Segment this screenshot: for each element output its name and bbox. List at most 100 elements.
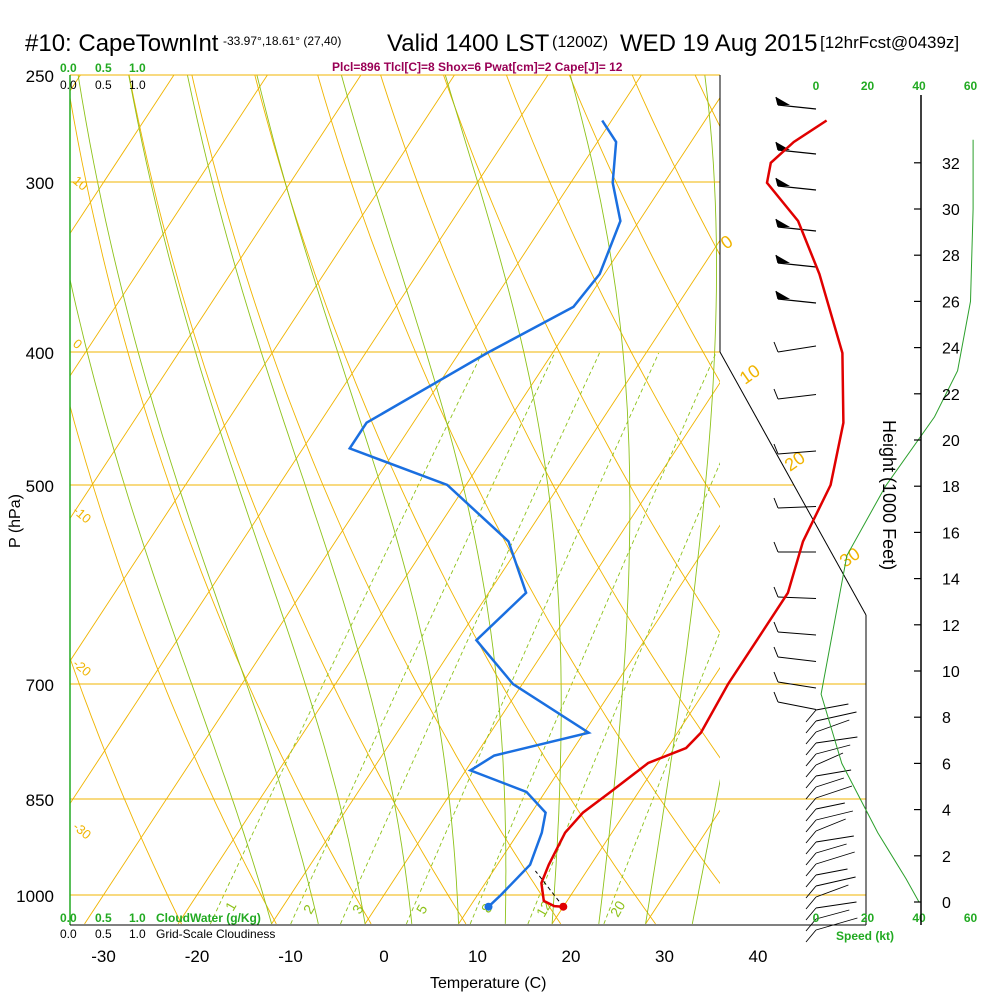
- speed-tick-top: 0: [813, 79, 820, 93]
- dry-adiabat-line: [128, 75, 467, 925]
- isotherm-line: [70, 75, 81, 92]
- wind-barb-flag: [776, 178, 790, 186]
- speed-tick-bottom: 40: [912, 911, 926, 925]
- cloudwater-label: CloudWater (g/Kg): [156, 911, 261, 925]
- wind-barb-staff: [777, 345, 817, 353]
- wind-barb-tick: [805, 918, 817, 932]
- wind-barb-staff: [815, 868, 848, 876]
- isotherm-line: [364, 381, 720, 925]
- indices-line: Plcl=896 Tlcl[C]=8 Shox=6 Pwat[cm]=2 Cap…: [332, 60, 623, 74]
- dry-adiabat-line: [505, 75, 720, 509]
- isotherm-line: [70, 75, 549, 805]
- chart-title: #10: CapeTownInt: [25, 30, 219, 57]
- mixing-ratio-label: 5: [413, 902, 431, 917]
- dry-adiabat-line: [254, 75, 656, 925]
- height-tick-label: 28: [942, 248, 960, 265]
- isotherm-line: [0, 26, 19, 924]
- background-lines: [0, 26, 720, 925]
- height-tick-label: 8: [942, 710, 951, 727]
- cw-tick-bottom: 1.0: [129, 911, 146, 925]
- wind-barb-staff: [815, 909, 850, 920]
- wind-barb-tick: [773, 541, 779, 553]
- pressure-tick-label: 850: [26, 791, 54, 810]
- speed-axis-top: 0 20 40 60: [813, 79, 978, 93]
- chart-date: WED 19 Aug 2015: [620, 30, 817, 57]
- moist-adiabat-line: [128, 75, 366, 924]
- dry-adiabat-line: [70, 404, 277, 925]
- moist-adiabat-line: [70, 277, 273, 925]
- isotherm-line: [84, 75, 642, 925]
- cloud-tick-top: 1.0: [129, 78, 146, 92]
- moist-adiabat-line: [691, 778, 720, 924]
- wind-barb-staff: [777, 701, 817, 710]
- dry-adiabat-line: [568, 75, 720, 383]
- mixing-ratio-line: [405, 352, 660, 925]
- wind-barb-tick: [805, 907, 817, 921]
- speed-tick-top: 40: [912, 79, 926, 93]
- wind-barb-staff: [777, 262, 817, 268]
- surface-temperature-point: [559, 902, 568, 911]
- temperature-tick-label: 0: [379, 947, 388, 966]
- mixing-ratio-line: [603, 630, 720, 925]
- wind-barb-staff: [815, 703, 849, 711]
- wind-barb-staff: [815, 901, 857, 909]
- temperature-tick-label: 20: [562, 947, 581, 966]
- wind-barb-staff: [815, 736, 858, 744]
- wind-barb-tick: [773, 646, 779, 658]
- cw-tick-bottom: 0.0: [60, 911, 77, 925]
- height-tick-label: 24: [942, 341, 960, 358]
- wind-barb-tick: [805, 731, 817, 745]
- wind-barb-staff: [815, 711, 857, 722]
- wind-barb-staff: [777, 104, 817, 110]
- pressure-tick-label: 1000: [16, 887, 54, 906]
- temperature-profile-line: [540, 119, 845, 908]
- pressure-axis: 250 300 400 500 700 850 1000: [16, 67, 54, 906]
- cw-tick-bottom: 0.5: [95, 911, 112, 925]
- cw-tick-top: 0.5: [95, 61, 112, 75]
- pressure-tick-label: 700: [26, 676, 54, 695]
- cloud-tick-top: 0.5: [95, 78, 112, 92]
- dry-adiabat-line: [380, 75, 720, 759]
- wind-barb-staff: [815, 835, 854, 843]
- wind-barb-tick: [805, 775, 817, 789]
- wind-barb-staff: [777, 506, 817, 509]
- isotherm-line: [70, 75, 268, 377]
- wind-barb-tick: [805, 841, 817, 855]
- wind-barb-tick: [805, 797, 817, 811]
- temperature-tick-label: 40: [749, 947, 768, 966]
- isotherm-line: [458, 524, 720, 925]
- wind-barbs: [773, 96, 858, 943]
- speed-tick-bottom: 60: [964, 911, 978, 925]
- background-labels: 100-10-20-300102030123581220: [70, 173, 864, 920]
- height-tick-label: 12: [942, 618, 960, 635]
- isotherm-line: [70, 75, 362, 520]
- isotherm-line: [177, 96, 720, 925]
- height-tick-label: 22: [942, 387, 960, 404]
- isobar-lines: [70, 74, 866, 896]
- temperature-axis: -30 -20 -10 0 10 20 30 40: [91, 947, 767, 966]
- pressure-tick-label: 500: [26, 477, 54, 496]
- wind-barb-flag: [776, 97, 790, 105]
- wind-barb-tick: [805, 896, 817, 910]
- isotherm-line: [271, 239, 720, 925]
- dry-adiabat-line: [317, 75, 720, 885]
- wind-barb-flag: [776, 255, 790, 263]
- wind-barb-staff: [815, 785, 853, 799]
- wind-barb-tick: [805, 885, 817, 899]
- speed-tick-bottom: 20: [861, 911, 875, 925]
- wind-panel-diagonal: [719, 351, 867, 616]
- wind-barb-tick: [805, 742, 817, 756]
- speed-tick-top: 60: [964, 79, 978, 93]
- pressure-tick-label: 400: [26, 344, 54, 363]
- forecast-label: [12hrFcst@0439z]: [820, 33, 959, 52]
- mixing-ratio-line: [527, 462, 720, 925]
- wind-barb-tick: [805, 764, 817, 778]
- cloud-tick-bottom: 1.0: [129, 927, 146, 941]
- wind-barb-staff: [815, 917, 858, 931]
- height-tick-label: 0: [942, 895, 951, 912]
- wind-barb-tick: [805, 720, 817, 734]
- height-speed-profile: [820, 139, 974, 903]
- isotherm-line: [70, 75, 455, 662]
